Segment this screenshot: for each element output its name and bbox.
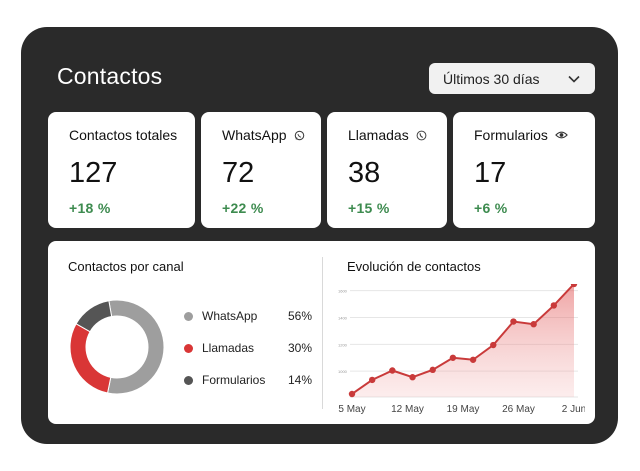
evolution-chart-title: Evolución de contactos: [347, 259, 481, 274]
data-point: [530, 321, 537, 328]
kpi-card-llamadas: Llamadas 38 +15 %: [327, 112, 447, 228]
data-point: [490, 341, 497, 349]
kpi-delta: +18 %: [69, 200, 111, 216]
date-range-select[interactable]: Últimos 30 días: [429, 63, 595, 94]
x-tick-label: 19 May: [447, 404, 480, 415]
legend-percent: 30%: [287, 341, 312, 355]
kpi-label: WhatsApp: [222, 127, 287, 143]
data-point: [570, 284, 578, 288]
evolution-line-chart: 1000 1200 1400 1600 5 May 12 May 19 May 26 May 2…: [338, 284, 585, 415]
donut-slice-whatsapp: [106, 299, 165, 395]
kpi-delta: +22 %: [222, 200, 264, 216]
data-point: [429, 366, 436, 374]
kpi-delta: +15 %: [348, 200, 390, 216]
data-point: [368, 376, 376, 384]
kpi-card-formularios: Formularios 17 +6 %: [453, 112, 595, 228]
legend-label: Formularios: [202, 373, 266, 387]
kpi-delta: +6 %: [474, 200, 508, 216]
kpi-card-whatsapp: WhatsApp 72 +22 %: [201, 112, 321, 228]
kpi-value: 38: [348, 157, 381, 189]
x-tick-label: 5 May: [338, 404, 365, 415]
legend-label: Llamadas: [202, 341, 255, 355]
legend-item-whatsapp: WhatsApp 56%: [184, 300, 312, 332]
x-tick-label: 12 May: [391, 404, 424, 415]
donut-slice-formularios: [75, 300, 113, 333]
y-tick-label: 1200: [338, 342, 348, 347]
y-tick-label: 1600: [338, 289, 348, 294]
kpi-label: Llamadas: [348, 127, 409, 143]
legend-percent: 14%: [287, 373, 312, 387]
chevron-down-icon: [567, 72, 581, 86]
channel-section-title: Contactos por canal: [68, 259, 184, 274]
date-range-value: Últimos 30 días: [443, 70, 540, 87]
data-point: [469, 356, 477, 363]
section-divider: [322, 257, 323, 409]
whatsapp-icon: [294, 130, 305, 141]
legend-item-llamadas: Llamadas 30%: [184, 332, 312, 364]
x-tick-label: 2 Jun: [562, 404, 585, 415]
y-tick-label: 1000: [338, 369, 348, 374]
data-point: [510, 318, 517, 325]
channel-legend: WhatsApp 56% Llamadas 30% Formularios 14…: [184, 300, 312, 396]
legend-label: WhatsApp: [202, 309, 258, 323]
eye-icon: [555, 130, 568, 140]
kpi-label: Contactos totales: [69, 127, 178, 143]
series-line: [351, 284, 575, 395]
phone-icon: [416, 130, 427, 141]
legend-swatch: [184, 311, 193, 321]
channel-donut-chart: [69, 299, 165, 395]
donut-hole: [86, 316, 148, 378]
data-point: [449, 354, 457, 361]
charts-card: Contactos por canal WhatsApp 56% Llamada…: [48, 241, 595, 424]
kpi-value: 127: [69, 157, 118, 189]
kpi-value: 17: [474, 157, 507, 189]
data-point: [409, 374, 416, 381]
x-tick-label: 26 May: [502, 404, 535, 415]
kpi-label: Formularios: [474, 127, 548, 143]
legend-percent: 56%: [287, 309, 312, 323]
legend-swatch: [184, 375, 193, 385]
data-point: [550, 302, 558, 309]
kpi-card-total: Contactos totales 127 +18 %: [48, 112, 195, 228]
kpi-value: 72: [222, 157, 255, 189]
y-tick-label: 1400: [338, 316, 348, 321]
page-title: Contactos: [57, 63, 163, 89]
data-point: [348, 390, 356, 398]
data-point: [389, 367, 396, 374]
area-fill: [352, 284, 574, 397]
legend-item-formularios: Formularios 14%: [184, 364, 312, 396]
legend-swatch: [184, 343, 193, 353]
